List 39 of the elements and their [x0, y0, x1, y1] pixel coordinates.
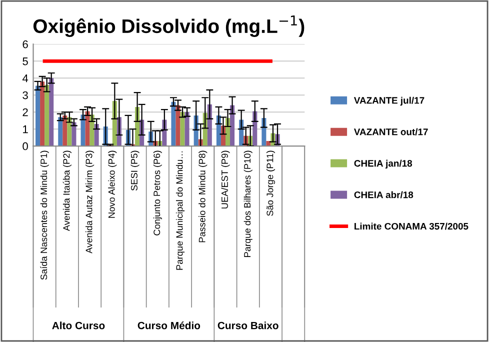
x-tick-label: Avenida Autaz Mirim (P3) — [86, 150, 94, 254]
x-tick-label: SESI (P5) — [130, 150, 140, 191]
y-tick-label: 4 — [22, 74, 28, 82]
legend-label: VAZANTE jul/17 — [354, 96, 424, 106]
x-tick-label: Avenida Itaúba (P2) — [62, 150, 72, 232]
legend-label: CHEIA abr/18 — [354, 191, 414, 198]
y-tick-label: 3 — [22, 91, 28, 100]
y-tick-label: 5 — [22, 57, 28, 66]
text: Alto Curso — [52, 322, 105, 330]
bar — [184, 112, 190, 146]
y-tick-label: 6 — [22, 40, 28, 48]
bar — [36, 86, 40, 146]
bar — [80, 114, 86, 146]
x-tick-label: Passeio do Mindu (P8) — [198, 150, 208, 242]
bar — [44, 84, 50, 146]
bar — [40, 81, 45, 146]
bar — [62, 115, 68, 146]
text: Curso Baixo — [218, 322, 278, 330]
bar — [171, 102, 176, 146]
bar — [58, 117, 63, 146]
x-tick-label: UEA/EST (P9) — [221, 150, 230, 208]
x-tick-label: São Jorge (P11) — [266, 150, 275, 216]
x-tick-label: Parque dos Bilhares (P10) — [244, 150, 252, 257]
bar — [176, 105, 180, 146]
x-tick-label: Parque Municipal do Mindu… — [176, 151, 185, 270]
legend-label: Limite CONAMA 357/2005 — [354, 222, 468, 230]
bar — [180, 112, 185, 146]
y-tick-label: 2 — [22, 108, 28, 116]
chart-title: Oxigênio Dissolvido (mg.L$^{−1}$) — [33, 16, 304, 37]
bar — [49, 78, 54, 146]
x-tick-label: Saída Nascentes do Mindu (P1) — [40, 150, 49, 280]
x-tick-label: Conjunto Petros (P6) — [153, 150, 162, 236]
y-tick-label: 0 — [22, 142, 28, 150]
legend-label: VAZANTE out/17 — [354, 128, 428, 136]
x-tick-label: Novo Aleixo (P4) — [108, 150, 117, 218]
text: Curso Médio — [138, 321, 200, 330]
bar — [85, 111, 90, 146]
legend-label: CHEIA jan/18 — [354, 160, 412, 169]
y-tick-label: 1 — [23, 125, 28, 134]
